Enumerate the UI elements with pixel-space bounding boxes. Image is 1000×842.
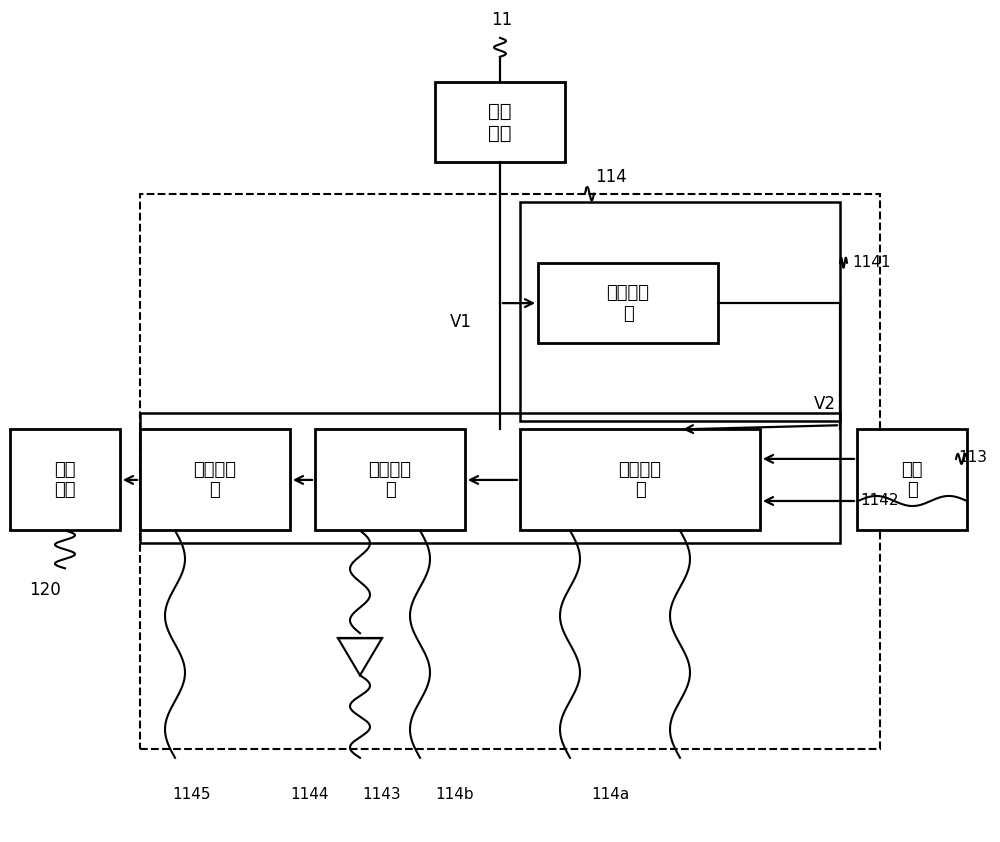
Bar	[10, 429, 120, 530]
Text: 1141: 1141	[852, 255, 891, 270]
Text: 第二放大
器: 第二放大 器	[368, 461, 412, 499]
Text: 积分放大
器: 积分放大 器	[194, 461, 237, 499]
Text: 电源
单元: 电源 单元	[488, 102, 512, 142]
Text: 114a: 114a	[591, 787, 629, 802]
Bar	[520, 202, 840, 421]
Bar	[520, 429, 760, 530]
Text: 113: 113	[958, 450, 987, 465]
Bar	[140, 413, 840, 543]
Text: V2: V2	[814, 395, 836, 413]
Bar	[435, 83, 565, 162]
Text: V1: V1	[450, 312, 472, 331]
Text: 电压跟随
器: 电压跟随 器	[606, 284, 650, 322]
Text: 1145: 1145	[173, 787, 211, 802]
Bar	[140, 429, 290, 530]
Text: 1144: 1144	[291, 787, 329, 802]
Text: 120: 120	[29, 581, 61, 599]
Text: 第一放大
器: 第一放大 器	[618, 461, 662, 499]
Text: 1143: 1143	[363, 787, 401, 802]
Bar	[140, 194, 880, 749]
Text: 1142: 1142	[860, 493, 898, 509]
Bar	[315, 429, 465, 530]
Text: 控制
单元: 控制 单元	[54, 461, 76, 499]
Text: 11: 11	[491, 12, 513, 29]
Text: 114: 114	[595, 168, 627, 186]
Text: 114b: 114b	[436, 787, 474, 802]
Text: 接收
器: 接收 器	[901, 461, 923, 499]
Bar	[857, 429, 967, 530]
Bar	[538, 263, 718, 343]
